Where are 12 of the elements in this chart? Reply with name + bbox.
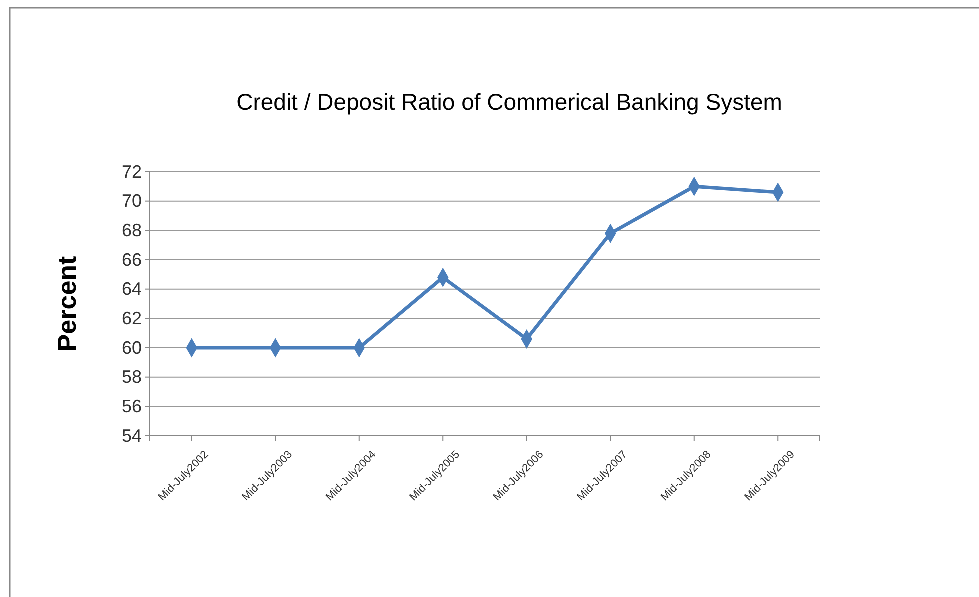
y-axis-title: Percent bbox=[52, 256, 82, 352]
y-tick-label: 60 bbox=[122, 338, 142, 358]
y-tick-label: 68 bbox=[122, 220, 142, 240]
y-tick-label: 58 bbox=[122, 367, 142, 388]
y-tick-label: 70 bbox=[122, 191, 142, 212]
chart-title: Credit / Deposit Ratio of Commerical Banking System bbox=[236, 89, 782, 115]
y-tick-label: 62 bbox=[122, 308, 142, 328]
y-tick-label: 72 bbox=[122, 162, 142, 182]
y-tick-label: 66 bbox=[122, 250, 142, 270]
y-tick-label: 56 bbox=[122, 396, 142, 416]
y-tick-label: 64 bbox=[122, 279, 142, 300]
y-tick-label: 54 bbox=[122, 426, 142, 446]
